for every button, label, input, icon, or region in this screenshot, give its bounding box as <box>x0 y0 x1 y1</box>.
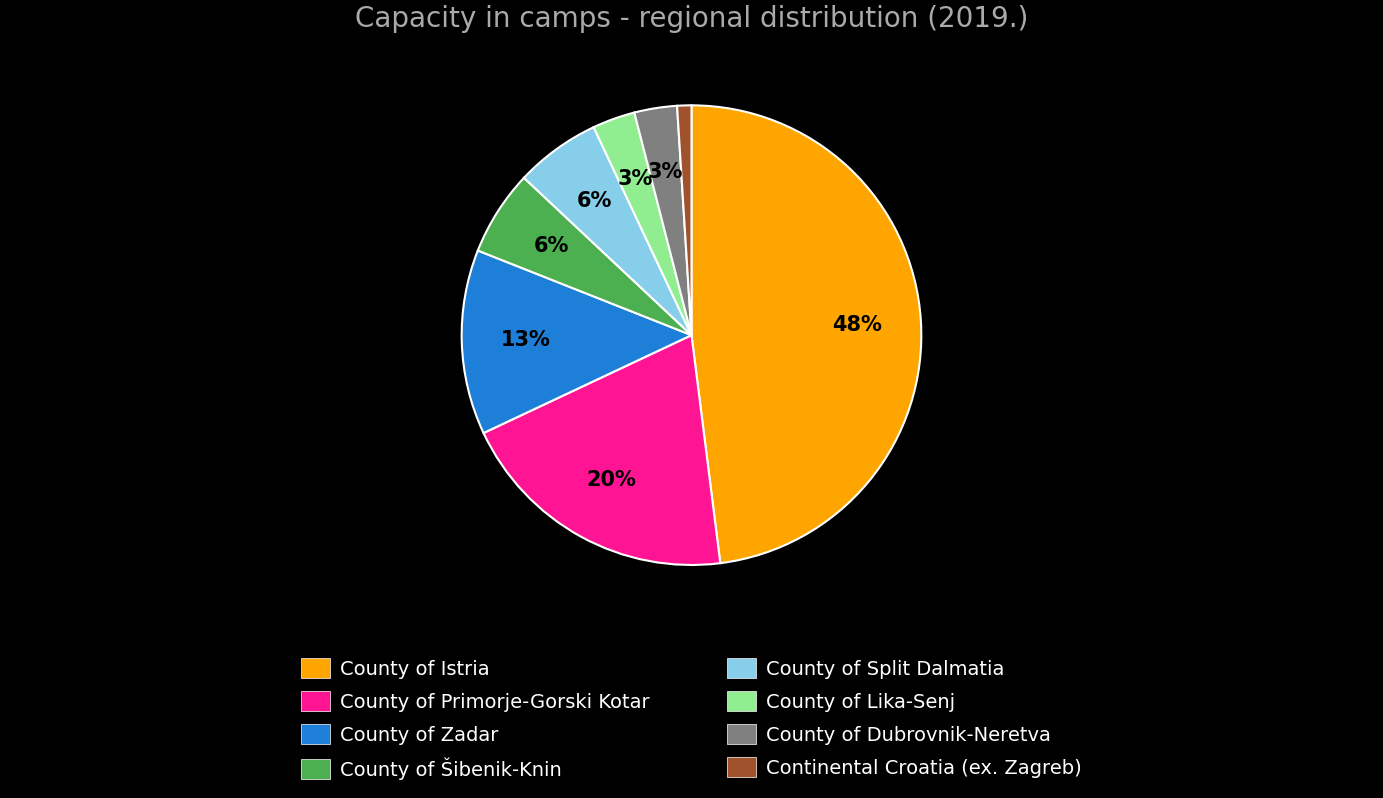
Text: 6%: 6% <box>577 192 611 211</box>
Text: 3%: 3% <box>618 169 653 189</box>
Wedge shape <box>678 105 692 335</box>
Legend: County of Istria, County of Primorje-Gorski Kotar, County of Zadar, County of Ši: County of Istria, County of Primorje-Gor… <box>293 650 1090 788</box>
Wedge shape <box>524 127 692 335</box>
Wedge shape <box>484 335 721 565</box>
Text: 13%: 13% <box>501 330 550 350</box>
Wedge shape <box>477 178 692 335</box>
Text: 6%: 6% <box>534 236 570 256</box>
Text: 48%: 48% <box>831 314 881 335</box>
Text: 3%: 3% <box>647 162 683 182</box>
Title: Capacity in camps - regional distribution (2019.): Capacity in camps - regional distributio… <box>355 5 1028 33</box>
Wedge shape <box>462 251 692 433</box>
Wedge shape <box>692 105 921 563</box>
Wedge shape <box>593 113 692 335</box>
Wedge shape <box>635 106 692 335</box>
Text: 20%: 20% <box>586 470 636 490</box>
